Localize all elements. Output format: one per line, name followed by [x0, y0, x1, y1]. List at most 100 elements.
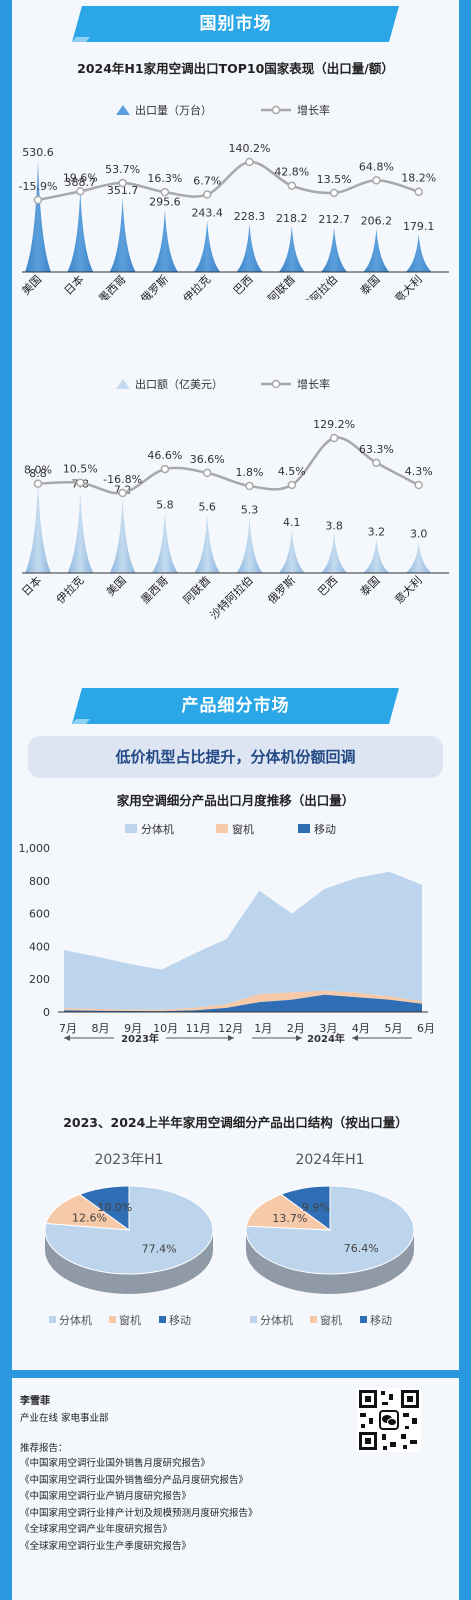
- legend-label: 移动: [370, 1314, 392, 1327]
- category-label: 伊拉克: [53, 573, 86, 606]
- bar-value-label: 218.2: [276, 212, 308, 225]
- arrow-head-icon: [352, 1035, 358, 1041]
- bar-mark: [321, 533, 348, 573]
- growth-value-label: 140.2%: [229, 142, 271, 155]
- growth-point: [160, 464, 170, 474]
- author-name: 李雪菲: [20, 1396, 50, 1407]
- growth-point: [372, 176, 381, 185]
- growth-point: [33, 479, 43, 488]
- pie-chart: 2024年H1 76.4% 13.7%9.9% 分体机 窗机 移动: [245, 1152, 415, 1327]
- growth-value-label: 8.0%: [24, 464, 52, 477]
- y-tick-label: 400: [29, 940, 50, 953]
- growth-value-label: 36.6%: [190, 453, 225, 466]
- year-annotations: 2023年 2024年: [64, 1032, 412, 1045]
- bar-mark: [194, 220, 221, 272]
- legend-swatch: [159, 1316, 166, 1323]
- bar-value-label: 5.6: [198, 500, 216, 513]
- report-link[interactable]: 《中国家用空调行业国外销售细分产品月度研究报告》: [20, 1474, 249, 1486]
- y-tick-label: 1,000: [19, 842, 51, 855]
- growth-point: [414, 480, 423, 490]
- legend-swatch: [360, 1316, 367, 1323]
- product-subtitle: 低价机型占比提升，分体机份额回调: [28, 736, 443, 778]
- legend-label: 窗机: [119, 1313, 141, 1327]
- x-tick-label: 8月: [92, 1022, 110, 1035]
- pie-slice-label: 77.4%: [142, 1242, 177, 1255]
- arrow-head-icon: [64, 1035, 70, 1041]
- country-market-banner: 国别市场: [72, 6, 399, 42]
- bar-value-label: 8.8: [29, 467, 47, 480]
- growth-line: [37, 160, 420, 202]
- bar-mark: [236, 517, 263, 573]
- report-link[interactable]: 《中国家用空调行业排产计划及规模预测月度研究报告》: [20, 1507, 258, 1519]
- export-volume-chart: 出口量（万台） 增长率 530.6 388.7 351.7 295.6 243.4 228.3…: [19, 103, 449, 300]
- category-label: 日本: [61, 272, 86, 297]
- legend-swatch: [109, 1316, 116, 1323]
- product-market-banner-text: 产品细分市场: [181, 696, 290, 716]
- legend-label: 分体机: [260, 1313, 293, 1327]
- growth-value-label: 1.8%: [236, 466, 264, 479]
- growth-point: [287, 181, 297, 190]
- pie-slice-label: 76.4%: [344, 1242, 379, 1255]
- country-market-banner-text: 国别市场: [199, 14, 272, 34]
- growth-point: [329, 433, 339, 443]
- growth-value-label: 13.5%: [317, 173, 352, 186]
- legend-swatch: [125, 824, 137, 833]
- bar-mark: [363, 228, 390, 272]
- bar-value-label: 5.8: [156, 498, 174, 511]
- growth-series: 8.0% 10.5% -16.8% 46.6% 36.6% 1.8% 4.5% 129.2% 6…: [24, 418, 433, 498]
- pie-slice: [78, 1185, 130, 1231]
- legend-label: 分体机: [141, 822, 174, 836]
- report-link[interactable]: 《全球家用空调行业生产季度研究报告》: [20, 1540, 192, 1552]
- growth-point: [414, 187, 423, 196]
- x-tick-label: 6月: [417, 1022, 435, 1035]
- pie-slice-label: 13.7%: [272, 1212, 307, 1225]
- x-tick-label: 7月: [59, 1022, 77, 1035]
- qr-code-icon[interactable]: [357, 1388, 421, 1452]
- legend-swatch-marker: [271, 105, 281, 115]
- bar-value-label: 5.3: [241, 504, 259, 517]
- x-tick-label: 10月: [153, 1022, 178, 1035]
- bar-value-label: 295.6: [149, 196, 181, 209]
- report-link[interactable]: 《全球家用空调产业年度研究报告》: [20, 1524, 173, 1536]
- bar-mark: [109, 497, 136, 573]
- y-tick-label: 0: [43, 1006, 50, 1019]
- chart-legend: 出口额（亿美元） 增长率: [116, 377, 330, 391]
- pie-legend: 分体机 窗机 移动: [250, 1313, 392, 1327]
- bar-value-label: 530.6: [22, 146, 54, 159]
- growth-point: [202, 468, 212, 478]
- growth-series: -15.9% 19.6% 53.7% 16.3% 6.7% 140.2%42.8% 13.5…: [19, 142, 436, 205]
- bar-mark: [25, 160, 51, 272]
- pie-side: [246, 1230, 414, 1294]
- chart3-title: 家用空调细分产品出口月度推移（出口量）: [116, 793, 355, 808]
- legend-label: 窗机: [232, 822, 254, 836]
- report-link[interactable]: 《中国家用空调行业国外销售月度研究报告》: [20, 1458, 211, 1469]
- bar-mark: [109, 197, 136, 272]
- category-label: 美国: [104, 574, 129, 599]
- category-label: 巴西: [231, 273, 256, 298]
- bar-mark: [151, 209, 178, 272]
- report-link[interactable]: 《中国家用空调行业产销月度研究报告》: [20, 1491, 192, 1503]
- legend-label-line: 增长率: [297, 377, 330, 391]
- bar-mark: [194, 514, 221, 573]
- category-label: 俄罗斯: [265, 574, 298, 607]
- bar-value-label: 388.7: [65, 176, 97, 189]
- x-tick-label: 11月: [186, 1022, 211, 1035]
- growth-point: [160, 187, 170, 197]
- content-panel: [12, 0, 459, 1370]
- pie-slice: [245, 1193, 332, 1231]
- legend-swatch-bar: [116, 105, 130, 115]
- pie-slice-label: 10.0%: [97, 1201, 132, 1214]
- legend-label: 移动: [169, 1314, 191, 1327]
- bar-mark: [67, 189, 94, 272]
- growth-value-label: 6.7%: [193, 174, 221, 187]
- growth-point: [118, 178, 127, 188]
- monthly-area-chart: 分体机 窗机 移动 1,000 800 600 400 200 0 7月 8月 9月 10月 11月 12月…: [19, 822, 436, 1045]
- growth-value-label: 46.6%: [147, 449, 182, 462]
- category-label: 沙特阿拉伯: [291, 272, 340, 300]
- category-label: 日本: [19, 573, 44, 598]
- growth-value-label: 16.3%: [147, 172, 182, 185]
- y-tick-label: 800: [29, 875, 50, 888]
- pie-chart: 2023年H1 77.4% 12.6%10.0% 分体机 窗机 移动: [44, 1152, 214, 1327]
- growth-point: [329, 188, 339, 198]
